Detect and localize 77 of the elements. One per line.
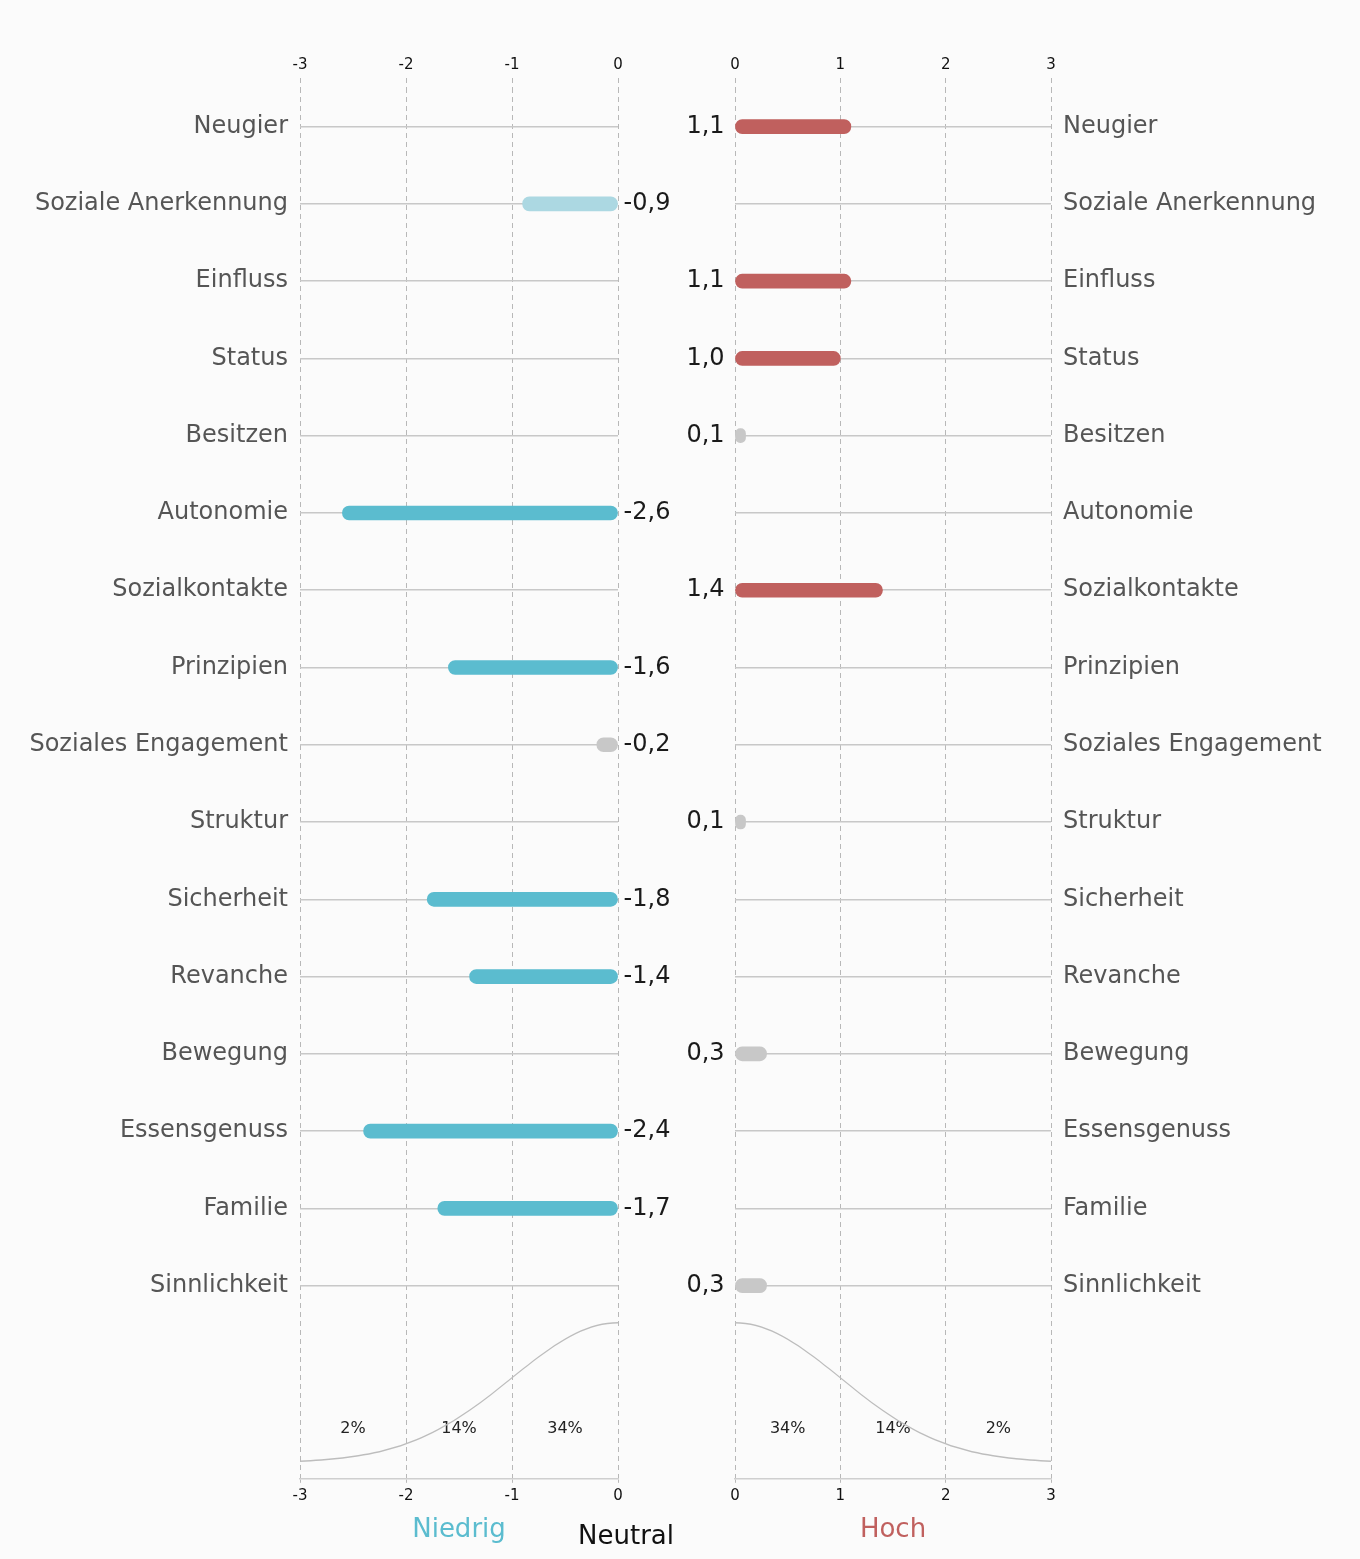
y-tick-label: Status: [211, 342, 288, 371]
x-tick-label: 2: [940, 1485, 951, 1504]
y-tick-label: Sicherheit: [167, 883, 288, 912]
bar: [735, 582, 883, 598]
annotation: 34%: [769, 1417, 806, 1437]
y-tick-label: Sozialkontakte: [1063, 574, 1239, 603]
x-axis-title: Hoch: [859, 1513, 927, 1544]
data-label: -2,4: [623, 1115, 671, 1144]
x2-tick-label: 2: [940, 54, 951, 73]
bar: [735, 351, 841, 366]
data-label: -1,8: [623, 883, 671, 912]
bar: [735, 273, 852, 289]
y-tick-label: Einfluss: [195, 265, 288, 294]
y-tick-label: Bewegung: [161, 1038, 288, 1067]
y-tick-label: Autonomie: [157, 497, 288, 526]
y-tick-label: Sicherheit: [1063, 883, 1184, 912]
y-tick-label: Soziale Anerkennung: [1063, 188, 1317, 217]
y-tick-label: Neugier: [1063, 110, 1158, 139]
y-tick-label: Sozialkontakte: [112, 574, 288, 603]
x2-tick-label: 0: [730, 54, 740, 73]
data-label: 0,3: [686, 1269, 725, 1298]
x-tick-label: 0: [613, 1485, 623, 1504]
y-tick-label: Besitzen: [185, 419, 288, 448]
x-axis-title: Niedrig: [412, 1513, 506, 1544]
data-label: 1,0: [686, 342, 725, 371]
y-tick-label: Neugier: [193, 110, 289, 139]
x2-tick-label: -1: [504, 54, 520, 73]
y-tick-label: Struktur: [189, 806, 289, 835]
x2-tick-label: -3: [292, 54, 308, 73]
y-tick-label: Essensgenuss: [119, 1115, 288, 1144]
y-tick-label: Struktur: [1063, 806, 1162, 835]
x2-tick-label: 0: [613, 54, 623, 73]
data-label: -0,9: [623, 188, 671, 217]
annotation: 2%: [340, 1417, 366, 1437]
y-tick-label: Status: [1063, 342, 1140, 371]
y-tick-label: Soziales Engagement: [29, 729, 288, 757]
x-tick-label: 0: [730, 1485, 740, 1504]
y-tick-label: Revanche: [170, 960, 288, 989]
data-label: 0,1: [686, 419, 725, 448]
y-tick-label: Soziale Anerkennung: [34, 188, 288, 217]
data-label: -0,2: [623, 729, 671, 757]
data-label: 1,4: [686, 574, 725, 603]
x-tick-label: 1: [835, 1485, 846, 1504]
y-tick-label: Soziales Engagement: [1063, 729, 1322, 757]
y-tick-label: Familie: [203, 1192, 288, 1221]
y-tick-label: Bewegung: [1063, 1038, 1190, 1067]
x-tick-label: -3: [292, 1485, 308, 1504]
annotation: 14%: [441, 1417, 477, 1437]
y-tick-label: Revanche: [1063, 960, 1181, 989]
bar: [735, 119, 852, 134]
y-tick-label: Familie: [1063, 1192, 1148, 1221]
x-tick-label: 3: [1046, 1485, 1056, 1504]
data-label: -1,4: [623, 960, 671, 989]
x2-tick-label: -2: [398, 54, 414, 73]
y-tick-label: Sinnlichkeit: [150, 1269, 288, 1298]
data-label: -1,7: [623, 1192, 671, 1221]
data-label: -1,6: [623, 651, 671, 680]
data-label: -2,6: [623, 497, 671, 526]
y-tick-label: Autonomie: [1063, 497, 1194, 526]
y-tick-label: Prinzipien: [1063, 651, 1180, 680]
text: Neutral: [578, 1519, 674, 1550]
x2-tick-label: 3: [1046, 54, 1056, 73]
data-label: 0,3: [686, 1038, 725, 1067]
data-label: 1,1: [686, 110, 725, 139]
x2-tick-label: 1: [835, 54, 846, 73]
y-tick-label: Prinzipien: [171, 651, 288, 680]
y-tick-label: Sinnlichkeit: [1063, 1269, 1201, 1298]
annotation: 34%: [547, 1417, 583, 1437]
data-label: 1,1: [686, 265, 725, 294]
annotation: 2%: [985, 1417, 1012, 1437]
y-tick-label: Einfluss: [1063, 265, 1156, 294]
y-tick-label: Besitzen: [1063, 419, 1166, 448]
x-tick-label: -2: [398, 1485, 414, 1504]
data-label: 0,1: [686, 806, 725, 835]
y-tick-label: Essensgenuss: [1063, 1115, 1232, 1144]
x-tick-label: -1: [504, 1485, 520, 1504]
annotation: 14%: [875, 1417, 911, 1437]
